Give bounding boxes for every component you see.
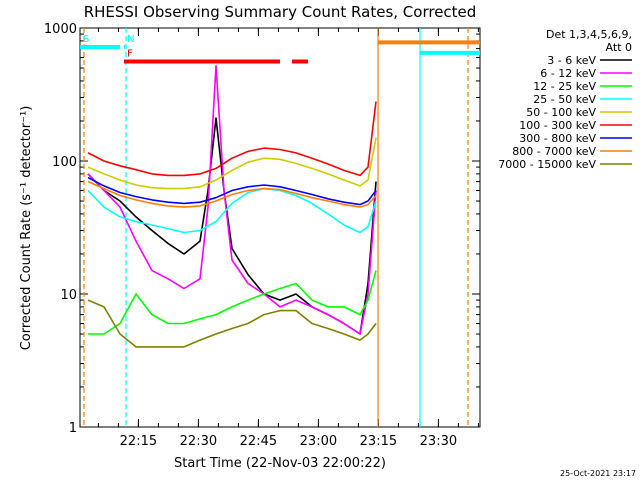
y-tick-label: 10: [60, 288, 77, 303]
y-tick-label: 100: [52, 155, 77, 170]
x-tick-label: 22:30: [180, 434, 217, 449]
legend-label: 800 - 7000 keV: [512, 145, 596, 158]
chart-title: RHESSI Observing Summary Count Rates, Co…: [84, 3, 477, 21]
series-line-8: [87, 299, 377, 348]
vertical-markers: [83, 28, 469, 427]
legend-label: 100 - 300 keV: [519, 119, 596, 132]
legend-label: 6 - 12 keV: [540, 67, 596, 80]
series-line-4: [87, 137, 377, 190]
series-line-2: [88, 270, 377, 335]
x-tick-label: 22:45: [240, 434, 277, 449]
series-line-7: [87, 180, 377, 208]
series-line-5: [87, 101, 377, 177]
legend-label: 25 - 50 keV: [533, 93, 596, 106]
x-tick-label: 22:15: [120, 434, 157, 449]
flag-label: F: [127, 48, 133, 59]
x-tick-label: 23:15: [360, 434, 397, 449]
x-tick-label: 23:00: [300, 434, 337, 449]
series-line-1: [87, 65, 377, 335]
axis-ticks: 1 10 100 1000 22:15 22:30 22:45 23:00 23:15 23:30: [44, 22, 480, 449]
flag-layer: S NF: [80, 34, 480, 64]
series-layer: [87, 65, 377, 348]
flag-label: S: [83, 34, 89, 45]
flag-label: N: [127, 34, 134, 45]
x-tick-label: 23:30: [420, 434, 457, 449]
series-line-6: [87, 176, 377, 206]
series-line-3: [87, 187, 377, 234]
plot-frame: [79, 27, 481, 428]
legend-label: 3 - 6 keV: [547, 54, 596, 67]
y-tick-label: 1: [69, 421, 77, 436]
y-tick-label: 1000: [44, 22, 77, 37]
legend-label: 50 - 100 keV: [526, 106, 596, 119]
y-axis-label: Corrected Count Rate (s⁻¹ detector⁻¹): [19, 106, 34, 351]
footer-date: 25-Oct-2021 23:17: [560, 469, 636, 478]
legend-header-line-1: Det 1,3,4,5,6,9,: [546, 28, 632, 41]
legend-header-line-2: Att 0: [606, 41, 632, 54]
legend-label: 300 - 800 keV: [519, 132, 596, 145]
legend-label: 12 - 25 keV: [533, 80, 596, 93]
legend-label: 7000 - 15000 keV: [498, 158, 596, 171]
x-axis-label: Start Time (22-Nov-03 22:00:22): [174, 456, 386, 471]
